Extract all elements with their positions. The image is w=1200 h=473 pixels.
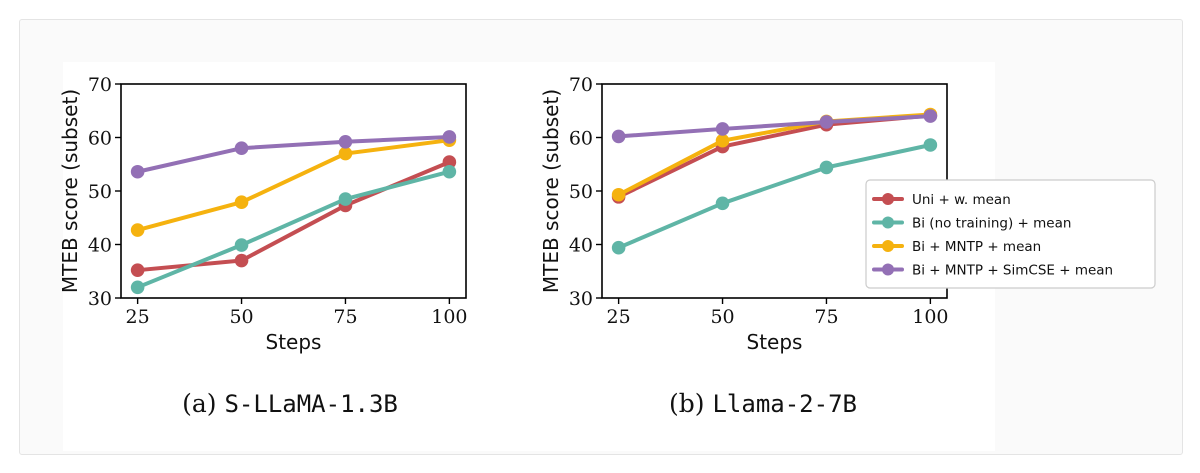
series-line-1 <box>135 169 452 290</box>
y-tick-label: 70 <box>569 74 593 96</box>
x-axis-label: Steps <box>266 330 322 354</box>
chart-caption: (a) S-LLaMA-1.3B <box>182 389 398 418</box>
series-line-3 <box>616 114 933 139</box>
data-point <box>130 223 145 237</box>
data-point <box>130 164 145 179</box>
data-point <box>819 160 834 175</box>
data-point <box>923 138 938 152</box>
caption-model-name: Llama-2-7B <box>712 390 857 418</box>
y-axis-label: MTEB score (subset) <box>539 89 563 293</box>
legend-label: Uni + w. mean <box>912 192 1011 208</box>
data-point <box>338 146 353 161</box>
data-point <box>130 280 145 295</box>
y-tick-label: 50 <box>88 181 112 203</box>
x-tick-label: 75 <box>333 306 357 328</box>
x-axis-label: Steps <box>747 330 803 354</box>
legend-label: Bi + MNTP + SimCSE + mean <box>912 263 1113 279</box>
x-tick-label: 25 <box>126 306 150 328</box>
data-point <box>715 133 730 148</box>
data-point <box>234 253 249 268</box>
data-point <box>338 192 353 206</box>
x-tick-label: 50 <box>229 306 253 328</box>
data-point <box>130 263 145 277</box>
data-point <box>442 155 457 169</box>
legend-label: Bi + MNTP + mean <box>912 239 1041 255</box>
caption-model-name: S-LLaMA-1.3B <box>224 390 397 418</box>
x-tick-label: 50 <box>710 306 734 328</box>
legend-swatch-marker <box>882 216 894 229</box>
y-tick-label: 40 <box>88 235 112 257</box>
data-point <box>338 134 353 149</box>
caption-label: (b) <box>669 389 712 418</box>
y-tick-label: 50 <box>569 181 593 203</box>
y-tick-label: 60 <box>569 128 593 150</box>
legend-swatch-marker <box>882 263 894 276</box>
x-tick-label: 100 <box>431 306 467 328</box>
x-tick-label: 100 <box>912 306 948 328</box>
data-point <box>234 195 249 210</box>
data-point <box>819 115 834 129</box>
data-point <box>611 240 626 255</box>
legend-label: Bi (no training) + mean <box>912 216 1071 232</box>
data-point <box>234 141 249 155</box>
chart-a: 30 40 50 60 70 25 50 75 100 Steps MTEB score (subs… <box>58 74 468 418</box>
x-tick-label: 25 <box>607 306 631 328</box>
series-line-2 <box>135 138 452 233</box>
y-tick-label: 60 <box>88 128 112 150</box>
data-point <box>442 164 457 179</box>
caption-label: (a) <box>182 389 224 418</box>
data-point <box>611 187 626 202</box>
legend-swatch-marker <box>882 193 894 205</box>
legend-box <box>865 179 1156 289</box>
x-tick-label: 75 <box>814 306 838 328</box>
series-line-1 <box>616 142 933 250</box>
data-point <box>234 238 249 252</box>
data-point <box>611 129 626 144</box>
data-point <box>715 196 730 211</box>
y-tick-label: 40 <box>569 235 593 257</box>
data-point <box>715 122 730 136</box>
data-point <box>442 130 457 144</box>
y-tick-label: 30 <box>569 288 593 310</box>
data-point <box>923 109 938 123</box>
y-axis-label: MTEB score (subset) <box>58 89 82 293</box>
legend-swatch-marker <box>882 240 894 252</box>
chart-b: 30 40 50 60 70 25 50 75 100 Steps MTEB score (subs… <box>539 74 1156 418</box>
legend: Uni + w. mean Bi (no training) + mean Bi +… <box>865 179 1156 289</box>
y-tick-label: 30 <box>88 288 112 310</box>
chart-caption: (b) Llama-2-7B <box>669 389 857 418</box>
y-tick-label: 70 <box>88 74 112 96</box>
series-line-3 <box>135 134 452 174</box>
